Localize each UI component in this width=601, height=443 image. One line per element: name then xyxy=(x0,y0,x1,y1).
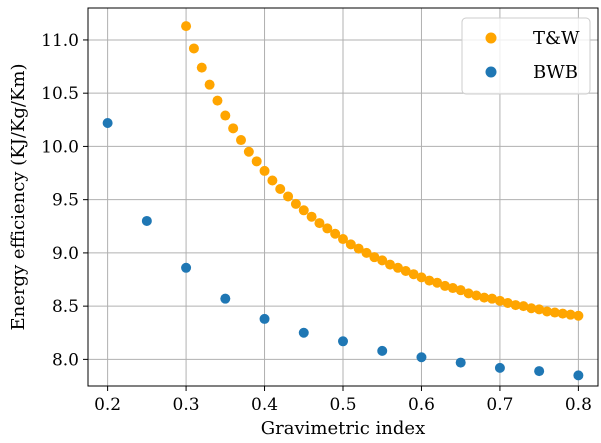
x-tick-label: 0.8 xyxy=(565,395,592,415)
y-tick-label: 9.5 xyxy=(52,191,79,211)
tw-data-point xyxy=(306,211,317,222)
tw-data-point xyxy=(502,297,513,308)
bwb-data-point xyxy=(377,345,388,356)
tw-data-point xyxy=(455,285,466,296)
bwb-data-point xyxy=(455,357,466,368)
tw-data-point xyxy=(267,175,278,186)
tw-data-point xyxy=(542,306,552,317)
x-tick-label: 0.3 xyxy=(173,395,200,415)
tw-data-point xyxy=(447,283,458,294)
x-axis-label: Gravimetric index xyxy=(261,418,425,439)
bwb-data-point xyxy=(181,262,192,273)
data-points xyxy=(102,21,584,381)
tw-data-point xyxy=(526,303,537,314)
x-tick-label: 0.2 xyxy=(94,395,121,415)
bwb-data-point xyxy=(141,215,152,226)
x-tick-label: 0.4 xyxy=(251,395,278,415)
tw-data-point xyxy=(212,95,223,106)
legend: T&W BWB xyxy=(461,17,591,95)
bwb-data-point xyxy=(338,336,348,347)
bwb-data-point xyxy=(220,293,231,304)
x-tick-label: 0.6 xyxy=(408,395,435,415)
y-tick-label: 8.5 xyxy=(52,297,79,317)
tw-data-point xyxy=(385,259,396,270)
tw-data-point xyxy=(188,43,199,54)
tw-data-point xyxy=(534,304,545,315)
tw-data-point xyxy=(440,280,450,291)
tw-data-point xyxy=(181,21,192,32)
tw-data-point xyxy=(361,247,372,258)
x-tick-label: 0.7 xyxy=(486,395,513,415)
bwb-data-point xyxy=(259,313,270,324)
legend-marker-bwb xyxy=(485,66,497,78)
tw-data-point xyxy=(549,307,560,318)
tw-data-point xyxy=(463,288,474,299)
legend-label-bwb: BWB xyxy=(533,62,578,83)
tw-data-point xyxy=(345,239,356,250)
tw-data-point xyxy=(338,234,348,245)
tw-data-point xyxy=(259,165,270,176)
y-tick-label: 8.0 xyxy=(52,350,79,370)
tw-data-point xyxy=(416,272,427,283)
y-tick-label: 9.0 xyxy=(52,244,79,264)
tw-data-point xyxy=(432,277,443,288)
tw-data-point xyxy=(290,198,301,209)
y-axis-ticks: 8.0 8.5 9.0 9.5 10.0 10.5 11.0 xyxy=(41,31,88,370)
tw-data-point xyxy=(283,191,294,202)
tw-data-point xyxy=(471,290,482,301)
y-tick-label: 10.0 xyxy=(41,137,79,157)
tw-data-point xyxy=(510,300,521,311)
tw-data-point xyxy=(573,310,584,321)
bwb-data-point xyxy=(534,366,545,377)
tw-data-point xyxy=(400,266,411,277)
tw-data-point xyxy=(236,135,246,146)
tw-data-point xyxy=(565,309,576,320)
tw-data-point xyxy=(314,218,325,229)
tw-data-point xyxy=(251,156,262,167)
tw-data-point xyxy=(275,184,286,195)
tw-data-point xyxy=(243,146,254,157)
tw-data-point xyxy=(228,123,239,134)
tw-data-point xyxy=(220,110,231,121)
tw-data-point xyxy=(196,62,207,73)
bwb-data-point xyxy=(494,362,505,373)
tw-data-point xyxy=(322,223,333,234)
tw-data-point xyxy=(204,79,215,90)
tw-data-point xyxy=(369,252,380,263)
tw-data-point xyxy=(408,269,419,280)
y-axis-label: Energy efficiency (KJ/Kg/Km) xyxy=(8,64,29,331)
tw-data-point xyxy=(330,228,341,239)
tw-data-point xyxy=(298,205,309,216)
y-tick-label: 11.0 xyxy=(41,31,79,51)
legend-label-tw: T&W xyxy=(533,28,580,49)
tw-data-point xyxy=(487,293,498,304)
bwb-data-point xyxy=(298,327,309,338)
legend-marker-tw xyxy=(485,32,497,44)
tw-data-point xyxy=(353,243,364,254)
bwb-data-point xyxy=(573,370,584,381)
tw-data-point xyxy=(377,255,388,266)
bwb-data-point xyxy=(102,117,113,128)
tw-data-point xyxy=(557,308,568,319)
tw-data-point xyxy=(494,295,505,306)
bwb-data-point xyxy=(416,352,427,363)
y-tick-label: 10.5 xyxy=(41,84,79,104)
tw-data-point xyxy=(392,262,403,273)
tw-data-point xyxy=(424,275,435,286)
x-tick-label: 0.5 xyxy=(329,395,356,415)
tw-data-point xyxy=(479,292,490,303)
tw-data-point xyxy=(518,301,529,312)
x-axis-ticks: 0.2 0.3 0.4 0.5 0.6 0.7 0.8 xyxy=(94,386,592,415)
